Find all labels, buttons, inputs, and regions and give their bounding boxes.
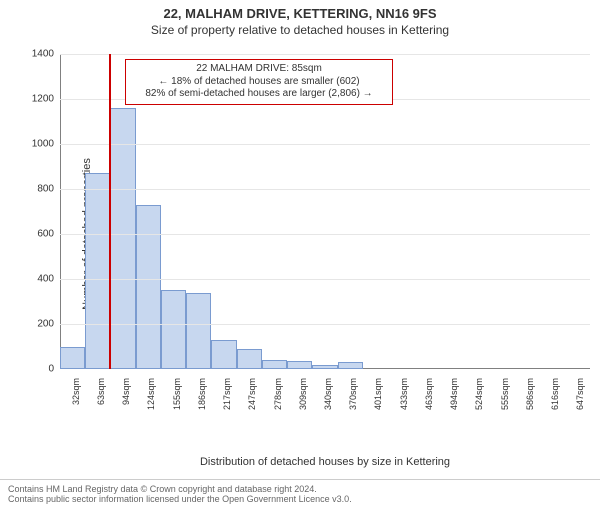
y-tick-label: 1400 bbox=[22, 49, 54, 60]
x-tick-label: 63sqm bbox=[96, 378, 106, 418]
x-tick-label: 155sqm bbox=[172, 378, 182, 418]
y-tick-label: 400 bbox=[22, 274, 54, 285]
x-tick-label: 494sqm bbox=[449, 378, 459, 418]
grid-line bbox=[60, 189, 590, 190]
x-tick-label: 524sqm bbox=[474, 378, 484, 418]
x-tick-label: 278sqm bbox=[273, 378, 283, 418]
x-tick-label: 433sqm bbox=[399, 378, 409, 418]
x-tick-label: 124sqm bbox=[146, 378, 156, 418]
histogram-bar bbox=[60, 347, 85, 370]
annotation-line: ← 18% of detached houses are smaller (60… bbox=[132, 76, 386, 89]
x-tick-label: 463sqm bbox=[424, 378, 434, 418]
x-tick-label: 247sqm bbox=[247, 378, 257, 418]
y-tick-label: 600 bbox=[22, 229, 54, 240]
histogram-bar bbox=[161, 290, 186, 369]
grid-line bbox=[60, 279, 590, 280]
histogram-bar bbox=[136, 205, 161, 369]
annotation-line: 82% of semi-detached houses are larger (… bbox=[132, 88, 386, 101]
histogram-bar bbox=[338, 362, 363, 369]
histogram-bar bbox=[85, 173, 110, 369]
annotation-box: 22 MALHAM DRIVE: 85sqm← 18% of detached … bbox=[125, 59, 393, 105]
footer: Contains HM Land Registry data © Crown c… bbox=[0, 479, 600, 504]
annotation-line: 22 MALHAM DRIVE: 85sqm bbox=[132, 63, 386, 76]
x-tick-label: 340sqm bbox=[323, 378, 333, 418]
grid-line bbox=[60, 144, 590, 145]
x-tick-label: 370sqm bbox=[348, 378, 358, 418]
marker-line bbox=[109, 54, 111, 369]
x-tick-label: 401sqm bbox=[373, 378, 383, 418]
histogram-bar bbox=[110, 108, 135, 369]
footer-line-1: Contains HM Land Registry data © Crown c… bbox=[8, 484, 592, 494]
histogram-bar bbox=[186, 293, 211, 370]
histogram-bar bbox=[211, 340, 236, 369]
grid-line bbox=[60, 324, 590, 325]
y-tick-label: 1000 bbox=[22, 139, 54, 150]
page-title: 22, MALHAM DRIVE, KETTERING, NN16 9FS bbox=[0, 6, 600, 21]
histogram-bar bbox=[262, 360, 287, 369]
x-tick-label: 32sqm bbox=[71, 378, 81, 418]
y-tick-label: 0 bbox=[22, 364, 54, 375]
footer-line-2: Contains public sector information licen… bbox=[8, 494, 592, 504]
histogram-bar bbox=[237, 349, 262, 369]
histogram-chart: Number of detached properties 0200400600… bbox=[60, 54, 590, 414]
page-subtitle: Size of property relative to detached ho… bbox=[0, 23, 600, 37]
x-axis-label: Distribution of detached houses by size … bbox=[60, 456, 590, 468]
y-tick-label: 200 bbox=[22, 319, 54, 330]
x-tick-label: 586sqm bbox=[525, 378, 535, 418]
plot-area: 020040060080010001200140032sqm63sqm94sqm… bbox=[60, 54, 590, 369]
x-tick-label: 217sqm bbox=[222, 378, 232, 418]
histogram-bar bbox=[312, 365, 337, 370]
histogram-bar bbox=[287, 361, 312, 369]
y-tick-label: 1200 bbox=[22, 94, 54, 105]
grid-line bbox=[60, 54, 590, 55]
x-tick-label: 309sqm bbox=[298, 378, 308, 418]
x-tick-label: 555sqm bbox=[500, 378, 510, 418]
x-tick-label: 616sqm bbox=[550, 378, 560, 418]
y-tick-label: 800 bbox=[22, 184, 54, 195]
grid-line bbox=[60, 234, 590, 235]
x-tick-label: 647sqm bbox=[575, 378, 585, 418]
x-tick-label: 94sqm bbox=[121, 378, 131, 418]
x-tick-label: 186sqm bbox=[197, 378, 207, 418]
